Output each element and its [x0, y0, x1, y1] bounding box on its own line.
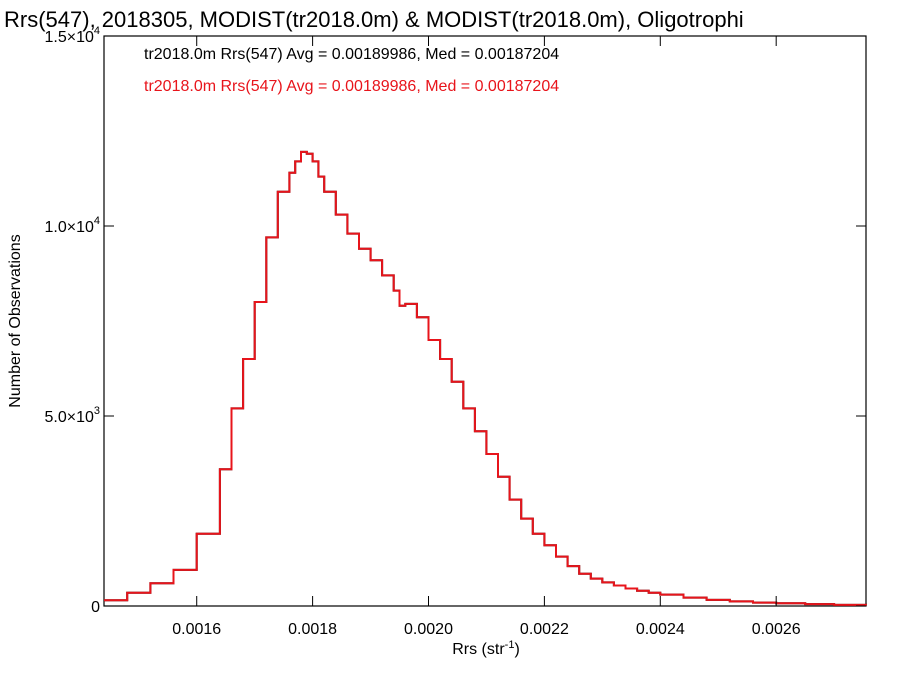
ticks-layer [104, 35, 866, 607]
series-layer [104, 150, 867, 606]
y-tick-label-2: 5.0×103 [44, 405, 100, 426]
annotation-red: tr2018.0m Rrs(547) Avg = 0.00189986, Med… [144, 78, 559, 95]
x-tick-label-1: 0.0016 [172, 621, 221, 638]
plot-frame [103, 35, 867, 607]
x-tick-label-4: 0.0022 [520, 621, 569, 638]
x-tick-label-2: 0.0018 [288, 621, 337, 638]
x-axis-label: Rrs (str-1) [452, 639, 520, 658]
x-tick-label-5: 0.0024 [636, 621, 685, 638]
y-tick-label-3: 1.0×104 [44, 215, 100, 236]
y-axis-label: Number of Observations [7, 234, 24, 407]
annotation-black: tr2018.0m Rrs(547) Avg = 0.00189986, Med… [144, 46, 559, 63]
x-tick-label-3: 0.0020 [404, 621, 453, 638]
tick-labels-layer: 0.0016 0.0018 0.0020 0.0022 0.0024 0.0026 0 5.0… [44, 25, 800, 638]
x-tick-label-6: 0.0026 [752, 621, 801, 638]
y-tick-label-4: 1.5×104 [44, 25, 100, 46]
y-tick-label-1: 0 [91, 599, 100, 616]
chart-title: Rrs(547), 2018305, MODIST(tr2018.0m) & M… [4, 7, 744, 32]
histogram-series-2 [104, 150, 867, 606]
